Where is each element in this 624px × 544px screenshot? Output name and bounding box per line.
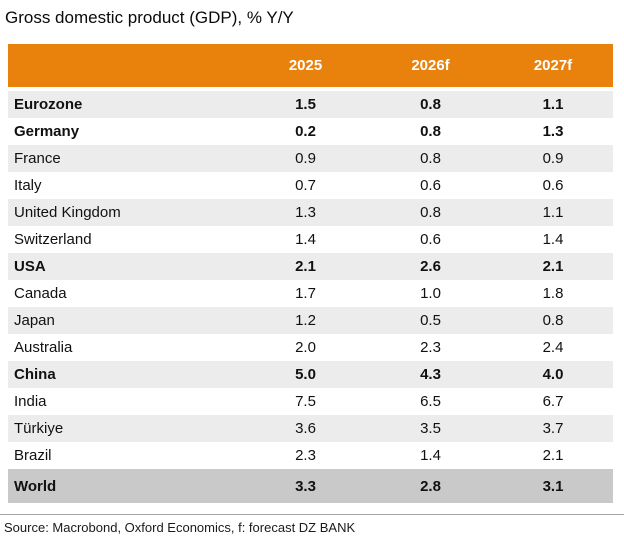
row-value: 0.7 <box>295 177 316 194</box>
row-value: 2.1 <box>542 447 564 464</box>
row-label: Switzerland <box>14 231 92 248</box>
row-value: 1.3 <box>542 123 564 140</box>
row-value: 1.4 <box>420 447 441 464</box>
row-value: 1.4 <box>295 231 316 248</box>
table-row: Eurozone 1.5 0.8 1.1 <box>8 91 613 118</box>
row-value: 6.7 <box>542 393 564 410</box>
row-value: 2.8 <box>420 477 441 495</box>
source-note: Source: Macrobond, Oxford Economics, f: … <box>4 520 356 535</box>
table-row: India 7.5 6.5 6.7 <box>8 388 613 415</box>
table-row: World 3.3 2.8 3.1 <box>8 469 613 503</box>
table-row: USA 2.1 2.6 2.1 <box>8 253 613 280</box>
row-value: 3.3 <box>295 477 316 495</box>
page-title: Gross domestic product (GDP), % Y/Y <box>5 8 294 27</box>
row-value: 1.7 <box>295 285 316 302</box>
table-row: Germany 0.2 0.8 1.3 <box>8 118 613 145</box>
row-value: 5.0 <box>295 366 316 383</box>
row-value: 1.4 <box>542 231 564 248</box>
row-value: 1.8 <box>542 285 564 302</box>
row-value: 2.3 <box>420 339 441 356</box>
row-label: France <box>14 150 61 167</box>
table-row: United Kingdom 1.3 0.8 1.1 <box>8 199 613 226</box>
row-value: 2.4 <box>542 339 564 356</box>
row-value: 3.5 <box>420 420 441 437</box>
row-value: 0.8 <box>420 96 441 113</box>
row-value: 0.6 <box>420 231 441 248</box>
gdp-table: 2025 2026f 2027f Eurozone 1.5 0.8 1.1 German… <box>8 44 613 503</box>
row-value: 1.1 <box>542 96 564 113</box>
row-label: World <box>14 477 57 495</box>
divider-line <box>0 514 624 515</box>
table-row: Türkiye 3.6 3.5 3.7 <box>8 415 613 442</box>
table-row: Switzerland 1.4 0.6 1.4 <box>8 226 613 253</box>
row-label: Türkiye <box>14 420 64 437</box>
row-value: 2.3 <box>295 447 316 464</box>
table-body: Eurozone 1.5 0.8 1.1 Germany 0.2 0.8 1.3 France 0… <box>8 91 613 503</box>
row-value: 1.2 <box>295 312 316 329</box>
row-value: 7.5 <box>295 393 316 410</box>
table-header-2027f: 2027f <box>533 57 573 74</box>
row-value: 0.8 <box>420 150 441 167</box>
table-row: Australia 2.0 2.3 2.4 <box>8 334 613 361</box>
table-row: China 5.0 4.3 4.0 <box>8 361 613 388</box>
row-label: Brazil <box>14 447 52 464</box>
row-label: USA <box>14 258 46 275</box>
row-value: 3.6 <box>295 420 316 437</box>
row-value: 1.1 <box>542 204 564 221</box>
row-value: 0.8 <box>542 312 564 329</box>
row-label: Canada <box>14 285 67 302</box>
row-value: 0.5 <box>420 312 441 329</box>
row-value: 0.8 <box>420 204 441 221</box>
row-value: 0.9 <box>542 150 564 167</box>
row-value: 4.0 <box>542 366 564 383</box>
row-value: 2.1 <box>295 258 316 275</box>
row-label: Italy <box>14 177 42 194</box>
row-value: 1.5 <box>295 96 316 113</box>
row-label: United Kingdom <box>14 204 121 221</box>
row-value: 0.2 <box>295 123 316 140</box>
row-value: 3.7 <box>542 420 564 437</box>
row-label: Germany <box>14 123 80 140</box>
table-header-2026f: 2026f <box>411 57 450 74</box>
table-row: Canada 1.7 1.0 1.8 <box>8 280 613 307</box>
row-value: 4.3 <box>420 366 441 383</box>
row-value: 2.6 <box>420 258 441 275</box>
row-label: Japan <box>14 312 55 329</box>
row-value: 3.1 <box>542 477 564 495</box>
table-row: Japan 1.2 0.5 0.8 <box>8 307 613 334</box>
row-value: 0.6 <box>420 177 441 194</box>
row-label: China <box>14 366 56 383</box>
row-value: 0.6 <box>542 177 564 194</box>
table-row: Brazil 2.3 1.4 2.1 <box>8 442 613 469</box>
row-value: 6.5 <box>420 393 441 410</box>
table-header-row: 2025 2026f 2027f <box>8 44 613 87</box>
row-label: India <box>14 393 47 410</box>
row-value: 0.9 <box>295 150 316 167</box>
row-value: 0.8 <box>420 123 441 140</box>
row-value: 2.0 <box>295 339 316 356</box>
row-value: 1.0 <box>420 285 441 302</box>
table-row: France 0.9 0.8 0.9 <box>8 145 613 172</box>
row-label: Eurozone <box>14 96 83 113</box>
table-header-2025: 2025 <box>288 57 323 74</box>
table-row: Italy 0.7 0.6 0.6 <box>8 172 613 199</box>
row-label: Australia <box>14 339 73 356</box>
row-value: 2.1 <box>542 258 564 275</box>
row-value: 1.3 <box>295 204 316 221</box>
